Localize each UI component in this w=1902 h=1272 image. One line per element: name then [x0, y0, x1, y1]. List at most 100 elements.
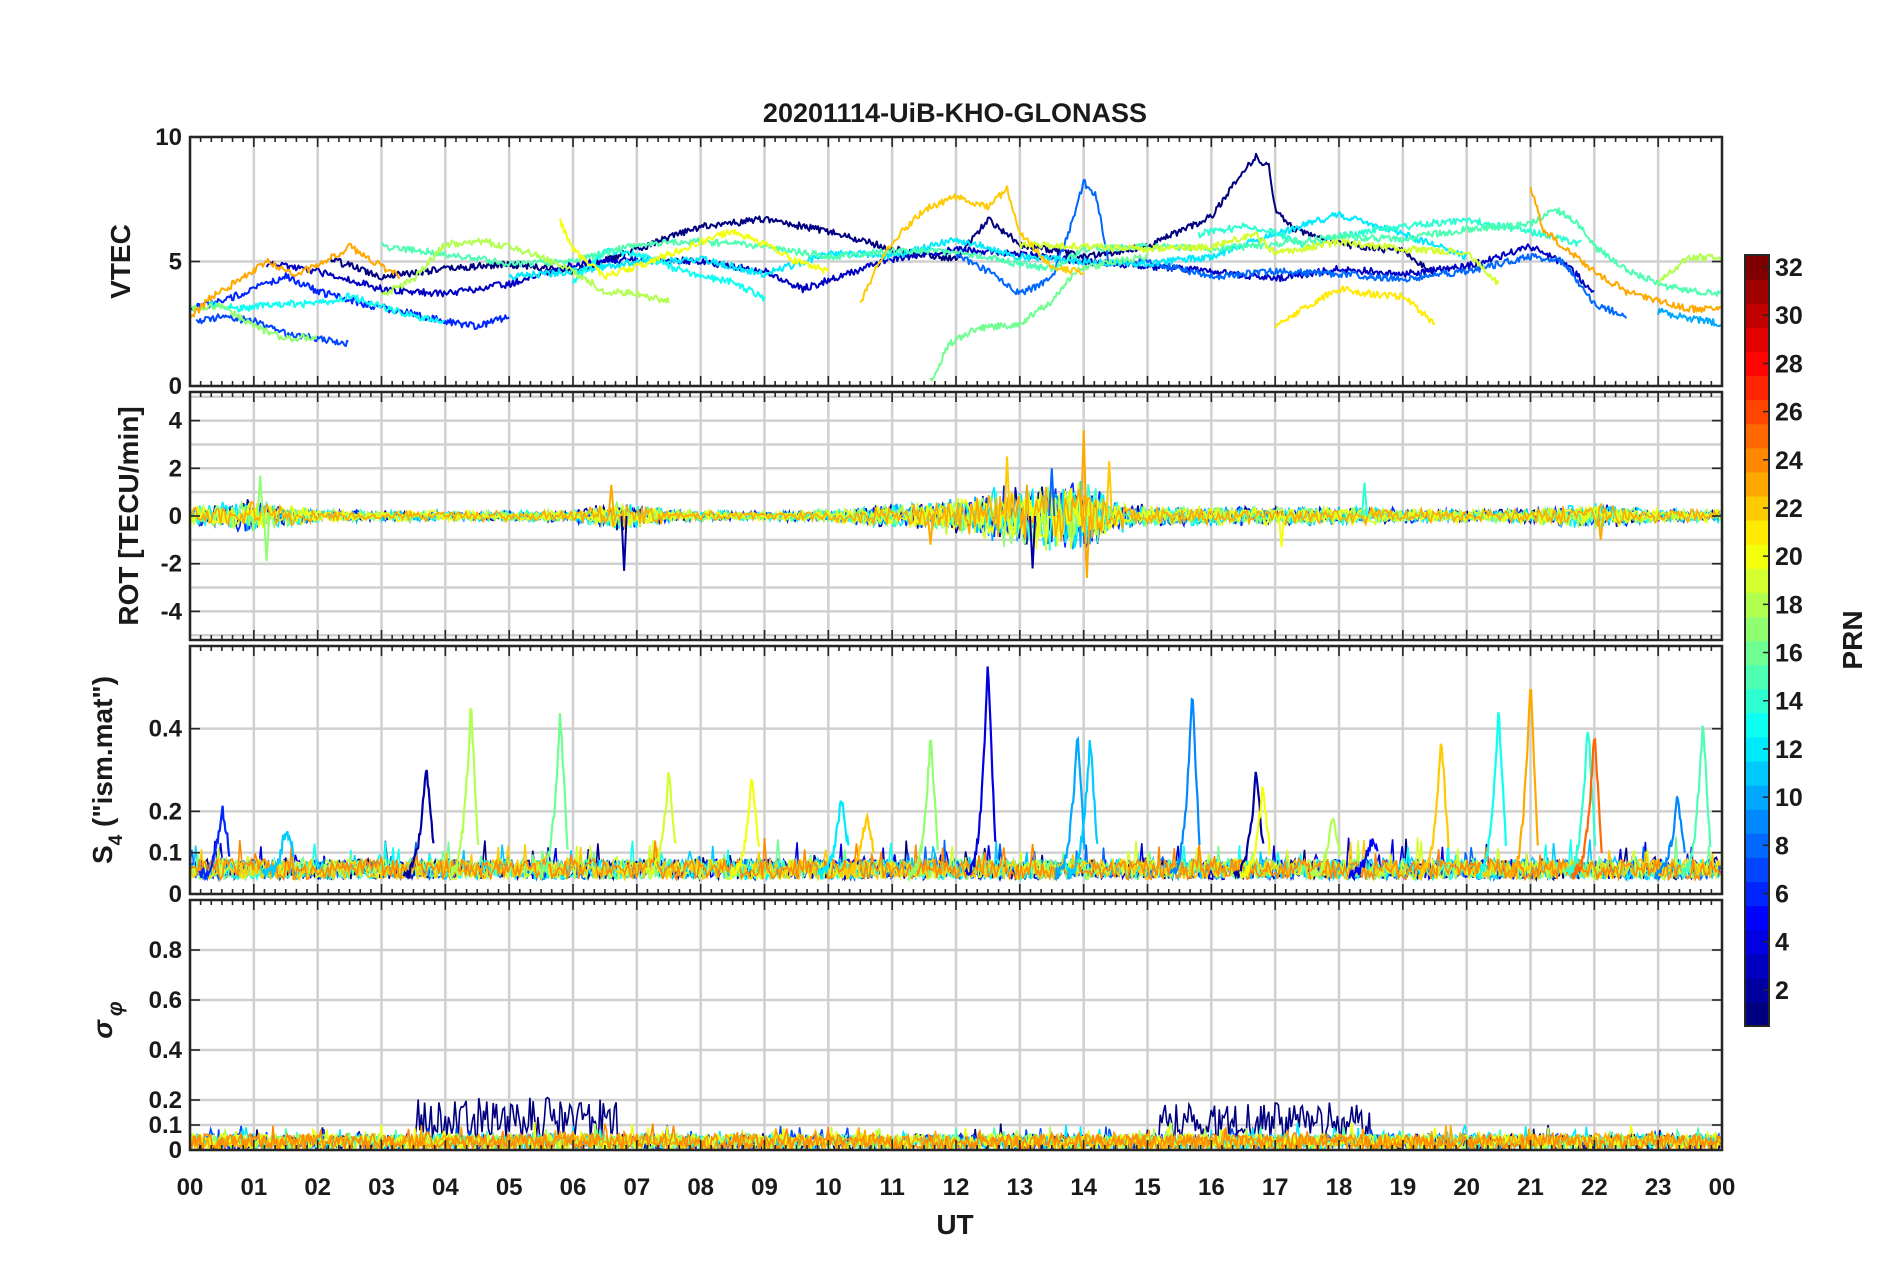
series-group — [190, 430, 1721, 579]
series-group — [190, 152, 1722, 382]
colorbar-tick-label: 4 — [1775, 929, 1789, 957]
colorbar-segment — [1745, 616, 1769, 642]
y-tick-label: 0 — [169, 881, 182, 908]
vtec-series-prn-14 — [1197, 217, 1582, 250]
grid-lines — [188, 135, 1724, 388]
y-tick-label: 0.1 — [149, 840, 182, 867]
colorbar-tick-label: 8 — [1775, 832, 1789, 860]
colorbar-label: PRN — [1837, 610, 1868, 669]
x-tick-label: 06 — [560, 1174, 587, 1201]
series-group — [190, 666, 1721, 883]
y-tick-label: 0.4 — [149, 716, 183, 743]
x-tick-label: 07 — [623, 1174, 650, 1201]
y-axis-label-sub: 4 — [106, 834, 127, 845]
rot-spike — [1029, 515, 1037, 569]
y-tick-label: 0.2 — [149, 798, 182, 825]
x-tick-label: 03 — [368, 1174, 395, 1201]
colorbar-segment — [1745, 375, 1769, 401]
y-axis-label-sub: φ — [104, 1001, 127, 1016]
colorbar-segment — [1745, 568, 1769, 593]
colorbar-tick-label: 14 — [1775, 688, 1803, 716]
colorbar-tick-label: 2 — [1775, 977, 1789, 1005]
y-tick-label: 10 — [155, 124, 182, 151]
colorbar-segment — [1745, 471, 1769, 497]
colorbar-segment — [1745, 327, 1769, 352]
colorbar-segment — [1745, 664, 1769, 690]
colorbar-segment — [1745, 279, 1769, 304]
vtec-series-prn-20 — [559, 218, 830, 280]
vtec-series-prn-12 — [508, 211, 1468, 281]
colorbar-tick-label: 10 — [1775, 784, 1803, 812]
rot-spike — [1080, 430, 1088, 517]
rot-spike — [1003, 456, 1011, 517]
rot-spike — [263, 515, 271, 562]
panel-vtec: 0 5 10 VTEC — [105, 124, 1724, 400]
s4-spike-prn-10 — [1054, 735, 1086, 882]
s4-spike-prn-22 — [843, 811, 876, 880]
x-tick-label: 23 — [1645, 1174, 1672, 1201]
tick-marks — [189, 900, 1722, 1151]
y-tick-label: 0 — [169, 373, 182, 400]
colorbar-segment — [1745, 423, 1769, 449]
x-tick-label: 22 — [1581, 1174, 1608, 1201]
vtec-series-prn-7 — [195, 313, 349, 348]
y-tick-label: 0.2 — [149, 1087, 182, 1114]
vtec-series-prn-23 — [190, 242, 401, 318]
s4-spike-prn-9 — [1653, 796, 1686, 882]
y-tick-label: 0 — [169, 1137, 182, 1164]
rot-spike — [620, 515, 628, 571]
vtec-series-prn-16 — [929, 253, 1149, 382]
colorbar-tick-label: 30 — [1775, 302, 1803, 330]
y-tick-label: 0 — [169, 503, 182, 530]
x-tick-label: 17 — [1262, 1174, 1289, 1201]
colorbar-tick-label: 22 — [1775, 495, 1803, 523]
colorbar-segment — [1745, 809, 1769, 834]
rot-spike — [256, 475, 264, 517]
vtec-series-prn-15 — [381, 207, 1722, 297]
s4-spike-prn-18 — [447, 707, 480, 880]
chart-title: 20201114-UiB-KHO-GLONASS — [763, 98, 1147, 128]
vtec-series-prn-1 — [329, 152, 1436, 281]
vtec-series-prn-3 — [265, 243, 1595, 298]
vtec-series-prn-21 — [1274, 285, 1436, 329]
x-tick-label: 19 — [1389, 1174, 1416, 1201]
rot-spike — [1048, 468, 1056, 517]
x-tick-label: 12 — [943, 1174, 970, 1201]
x-tick-label: 01 — [240, 1174, 267, 1201]
x-tick-label: 05 — [496, 1174, 523, 1201]
y-axis-label: S4 ("ism.mat") — [87, 676, 127, 864]
vtec-series-prn-10 — [1657, 307, 1722, 328]
y-axis-label-main: S — [87, 845, 118, 864]
x-tick-label: 21 — [1517, 1174, 1544, 1201]
s4-spike-prn-5 — [1348, 838, 1379, 879]
s4-series-prn-24 — [190, 837, 1721, 882]
x-tick-label: 00 — [1709, 1174, 1736, 1201]
x-tick-label: 20 — [1453, 1174, 1480, 1201]
y-axis-label-main: σ — [87, 1019, 118, 1039]
colorbar-tick-label: 26 — [1775, 399, 1803, 427]
y-tick-label: 0.1 — [149, 1112, 182, 1139]
x-tick-label: 08 — [687, 1174, 714, 1201]
colorbar-tick-label: 16 — [1775, 640, 1803, 668]
s4-spike-prn-20 — [1239, 786, 1271, 880]
s4-spike-prn-17 — [907, 739, 939, 883]
s4-spike-prn-20 — [729, 778, 761, 881]
s4-spike-prn-22 — [1417, 743, 1450, 882]
vtec-series-prn-8 — [955, 178, 1628, 319]
rot-spike — [1361, 482, 1369, 517]
vtec-series-prn-22 — [859, 185, 1085, 304]
s4-spike-prn-15 — [1679, 725, 1712, 879]
tick-marks — [189, 392, 1722, 640]
rot-spike — [926, 515, 934, 545]
colorbar-segment — [1745, 1001, 1769, 1027]
s4-spike-prn-14 — [1564, 731, 1597, 877]
x-tick-label: 11 — [879, 1174, 904, 1201]
colorbar-segment — [1745, 760, 1769, 786]
colorbar-tick-label: 18 — [1775, 591, 1803, 619]
y-axis-label: σφ — [87, 1001, 127, 1039]
x-tick-label: 02 — [304, 1174, 331, 1201]
vtec-series-prn-18 — [381, 237, 670, 304]
